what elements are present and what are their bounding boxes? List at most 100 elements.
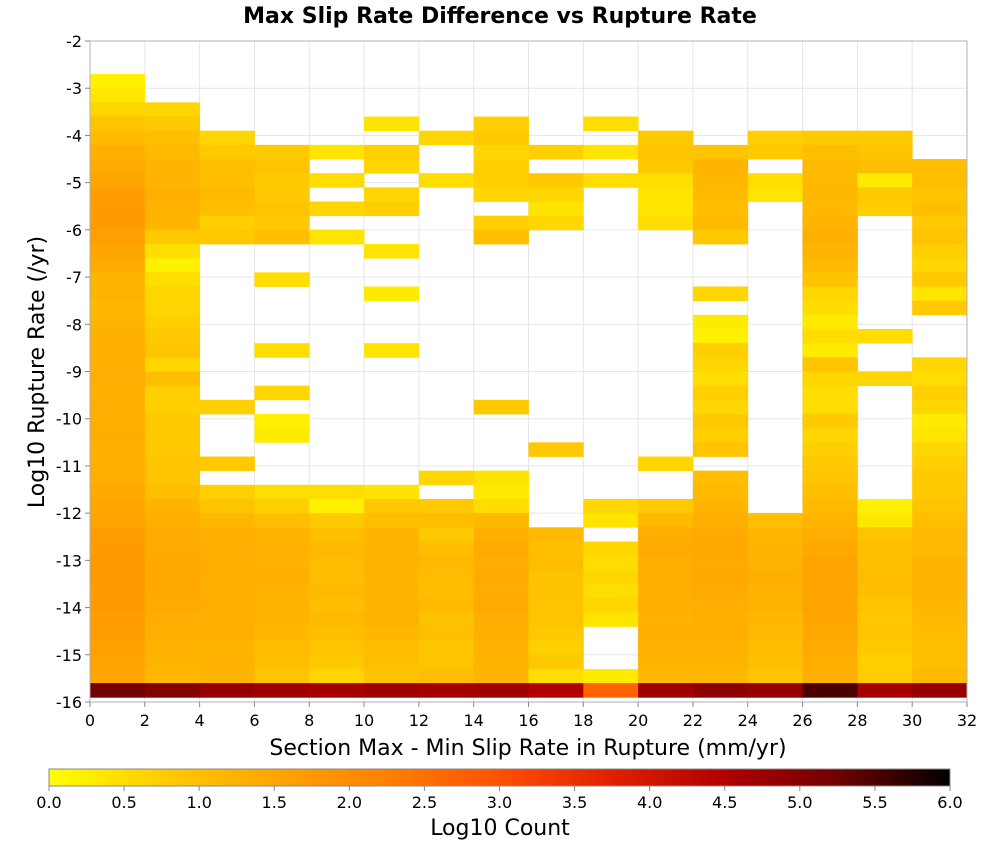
heatmap-cell: [144, 357, 201, 372]
heatmap-cell: [692, 144, 749, 160]
heatmap-cell: [90, 555, 146, 571]
heatmap-cell: [418, 173, 475, 188]
heatmap-cell: [528, 598, 584, 613]
heatmap-cell: [90, 116, 146, 132]
colorbar-tick-label: 2.5: [412, 793, 437, 812]
heatmap-cell: [692, 314, 749, 330]
heatmap-cell: [473, 668, 529, 684]
heatmap-cell: [144, 612, 201, 627]
heatmap-cell: [473, 513, 529, 528]
x-tick-label: 20: [628, 711, 648, 730]
heatmap-cell: [254, 640, 310, 656]
heatmap-cell: [144, 428, 201, 443]
heatmap-cell: [473, 470, 529, 486]
heatmap-cell: [692, 399, 749, 415]
heatmap-cell: [638, 187, 694, 202]
heatmap-cell: [912, 385, 968, 401]
heatmap-cell: [802, 413, 858, 429]
heatmap-cell: [583, 583, 639, 599]
heatmap-cell: [692, 598, 749, 613]
heatmap-cell: [254, 413, 310, 429]
heatmap-cell: [90, 498, 146, 514]
heatmap-cell: [747, 612, 803, 627]
heatmap-cell: [90, 159, 146, 174]
heatmap-cell: [912, 541, 968, 557]
heatmap-cell: [90, 229, 146, 245]
heatmap-cell: [199, 513, 255, 528]
heatmap-cell: [692, 498, 749, 514]
heatmap-cell: [364, 498, 420, 514]
heatmap-cell: [90, 286, 146, 302]
heatmap-cell: [364, 583, 420, 599]
heatmap-cell: [912, 456, 968, 472]
heatmap-cell: [309, 201, 365, 217]
heatmap-cell: [309, 513, 365, 528]
heatmap-cell: [254, 612, 310, 627]
heatmap-cell: [254, 598, 310, 613]
y-tick-label: -14: [56, 599, 82, 618]
heatmap-cell: [254, 513, 310, 528]
heatmap-cell: [144, 286, 201, 302]
heatmap-cell: [364, 286, 420, 302]
heatmap-cell: [90, 300, 146, 316]
heatmap-cell: [199, 640, 255, 656]
colorbar-tick-label: 0.0: [36, 793, 61, 812]
heatmap-cell: [912, 470, 968, 486]
y-tick-label: -4: [66, 126, 82, 145]
heatmap-cell: [144, 442, 201, 457]
heatmap-cell: [692, 187, 749, 202]
heatmap-cell: [364, 668, 420, 684]
heatmap-cell: [90, 201, 146, 217]
heatmap-cell: [912, 201, 968, 217]
heatmap-cell: [144, 371, 201, 387]
colorbar: [48, 768, 951, 787]
heatmap-cell: [364, 159, 420, 174]
heatmap-cell: [199, 498, 255, 514]
heatmap-cell: [638, 215, 694, 231]
heatmap-cell: [254, 201, 310, 217]
heatmap-cell: [144, 470, 201, 486]
heatmap-cell: [912, 428, 968, 443]
heatmap-cell: [144, 513, 201, 528]
heatmap-cell: [583, 598, 639, 613]
heatmap-cell: [638, 456, 694, 472]
heatmap-cell: [747, 541, 803, 557]
heatmap-cell: [528, 569, 584, 585]
heatmap-cell: [309, 541, 365, 557]
x-tick-label: 2: [140, 711, 150, 730]
heatmap-cell: [857, 569, 913, 585]
heatmap-cell: [90, 484, 146, 500]
heatmap-cell: [473, 229, 529, 245]
heatmap-cell: [90, 385, 146, 401]
heatmap-cell: [912, 527, 968, 542]
y-tick-label: -5: [66, 174, 82, 193]
heatmap-cell: [90, 583, 146, 599]
heatmap-cell: [90, 130, 146, 146]
heatmap-cell: [473, 683, 529, 698]
heatmap-cell: [144, 541, 201, 557]
heatmap-cell: [364, 144, 420, 160]
heatmap-cell: [254, 668, 310, 684]
heatmap-cell: [254, 569, 310, 585]
x-tick-label: 30: [902, 711, 922, 730]
heatmap-cell: [692, 569, 749, 585]
heatmap-cell: [473, 144, 529, 160]
heatmap-cell: [90, 654, 146, 670]
heatmap-cell: [638, 527, 694, 542]
heatmap-cell: [583, 498, 639, 514]
y-tick-label: -2: [66, 32, 82, 51]
heatmap-cell: [473, 215, 529, 231]
heatmap-cell: [199, 159, 255, 174]
heatmap-cell: [418, 498, 475, 514]
heatmap-cell: [309, 626, 365, 642]
heatmap-cell: [364, 612, 420, 627]
y-tick-label: -13: [56, 551, 82, 570]
heatmap-cell: [692, 343, 749, 358]
heatmap-cell: [254, 555, 310, 571]
heatmap-cell: [528, 626, 584, 642]
heatmap-cell: [144, 201, 201, 217]
heatmap-cell: [90, 541, 146, 557]
y-tick-label: -12: [56, 504, 82, 523]
heatmap-cell: [418, 598, 475, 613]
heatmap-cell: [912, 173, 968, 188]
